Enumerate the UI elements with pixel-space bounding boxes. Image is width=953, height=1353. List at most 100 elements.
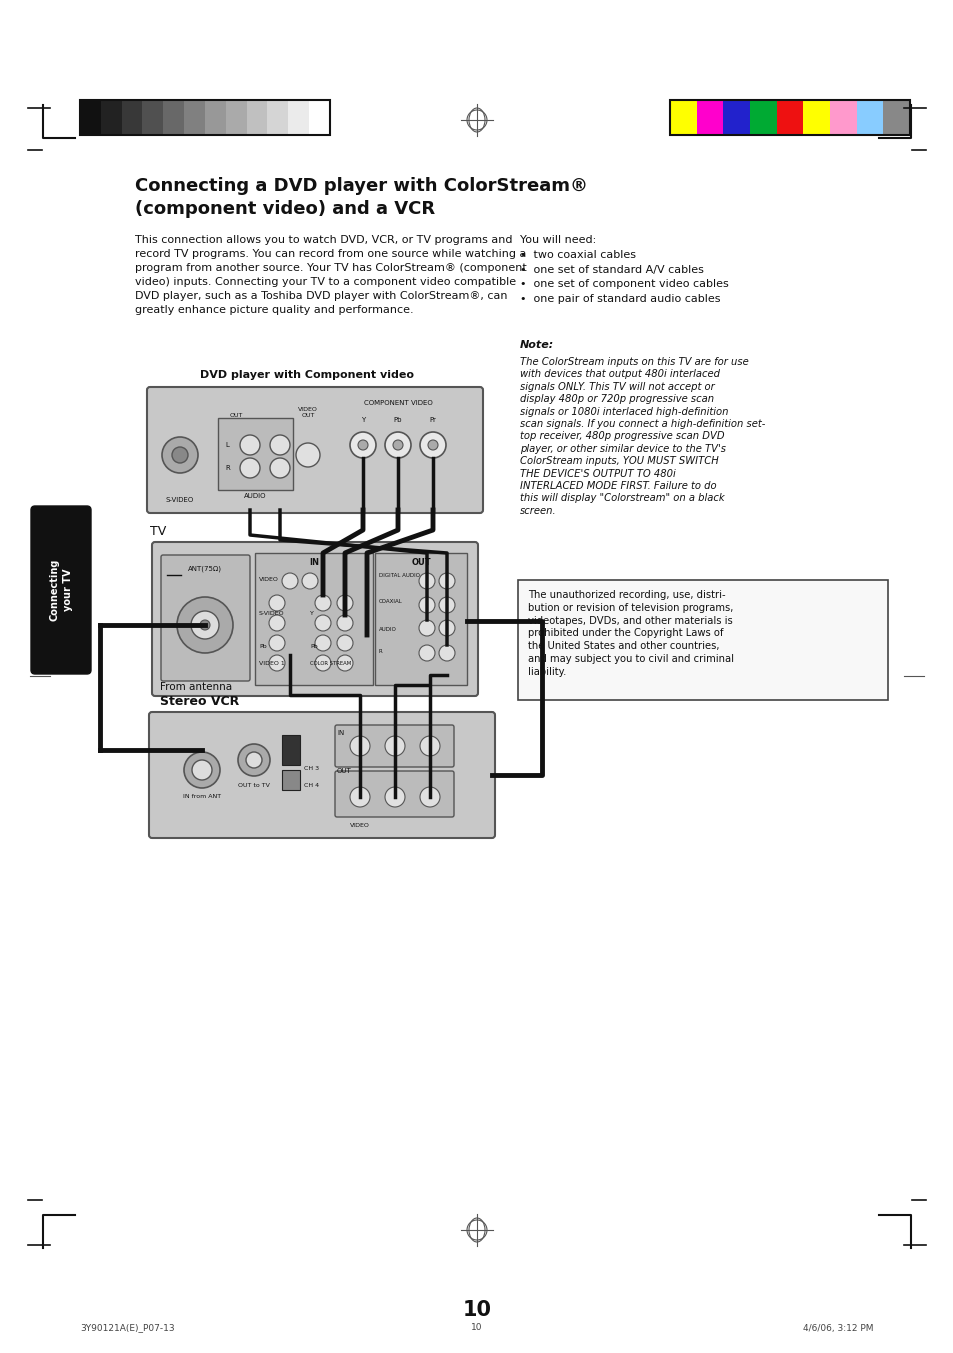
Text: CH 3: CH 3 xyxy=(304,766,319,771)
Circle shape xyxy=(237,744,270,777)
Circle shape xyxy=(336,616,353,630)
Bar xyxy=(802,100,829,135)
Text: From antenna: From antenna xyxy=(160,682,232,691)
Text: VIDEO 1: VIDEO 1 xyxy=(258,662,284,666)
Circle shape xyxy=(357,440,368,451)
Bar xyxy=(163,100,184,135)
Text: IN from ANT: IN from ANT xyxy=(183,794,221,800)
Text: Stereo VCR: Stereo VCR xyxy=(160,695,239,708)
Text: You will need:
•  two coaxial cables
•  one set of standard A/V cables
•  one se: You will need: • two coaxial cables • on… xyxy=(519,235,728,304)
Circle shape xyxy=(295,442,319,467)
Text: Note:: Note: xyxy=(519,340,554,350)
Circle shape xyxy=(282,574,297,589)
Circle shape xyxy=(438,597,455,613)
Bar xyxy=(80,100,330,135)
FancyBboxPatch shape xyxy=(149,712,495,838)
Bar xyxy=(309,100,330,135)
Text: The unauthorized recording, use, distri-
bution or revision of television progra: The unauthorized recording, use, distri-… xyxy=(527,590,733,676)
Text: 10: 10 xyxy=(462,1300,491,1321)
Circle shape xyxy=(419,432,446,459)
Text: COMPONENT VIDEO: COMPONENT VIDEO xyxy=(363,400,432,406)
Text: OUT: OUT xyxy=(336,769,352,774)
Bar xyxy=(267,100,288,135)
FancyBboxPatch shape xyxy=(375,553,467,685)
Bar xyxy=(205,100,226,135)
Circle shape xyxy=(172,446,188,463)
Circle shape xyxy=(246,752,262,769)
Text: DVD player with Component video: DVD player with Component video xyxy=(200,369,414,380)
Circle shape xyxy=(240,459,260,478)
Bar xyxy=(882,100,909,135)
Circle shape xyxy=(438,574,455,589)
Text: 3Y90121A(E)_P07-13: 3Y90121A(E)_P07-13 xyxy=(80,1323,174,1333)
FancyBboxPatch shape xyxy=(335,771,454,817)
Circle shape xyxy=(270,459,290,478)
Bar xyxy=(288,100,309,135)
Circle shape xyxy=(162,437,198,474)
Bar xyxy=(282,735,299,764)
Text: OUT: OUT xyxy=(230,413,243,418)
Circle shape xyxy=(314,595,331,612)
Circle shape xyxy=(336,655,353,671)
FancyBboxPatch shape xyxy=(30,506,91,674)
Text: Connecting a DVD player with ColorStream®: Connecting a DVD player with ColorStream… xyxy=(135,177,587,195)
Text: DIGITAL AUDIO: DIGITAL AUDIO xyxy=(378,574,419,578)
Text: S-VIDEO: S-VIDEO xyxy=(258,612,284,616)
Circle shape xyxy=(418,597,435,613)
Text: CH 4: CH 4 xyxy=(304,783,319,787)
Bar xyxy=(856,100,882,135)
Circle shape xyxy=(336,595,353,612)
Text: VIDEO
OUT: VIDEO OUT xyxy=(297,407,317,418)
Circle shape xyxy=(314,655,331,671)
Text: The ColorStream inputs on this TV are for use
with devices that output 480i inte: The ColorStream inputs on this TV are fo… xyxy=(519,357,764,515)
Text: Y: Y xyxy=(360,417,365,423)
Bar xyxy=(749,100,776,135)
Bar xyxy=(696,100,722,135)
Circle shape xyxy=(270,436,290,455)
Text: OUT: OUT xyxy=(411,557,431,567)
FancyBboxPatch shape xyxy=(254,553,373,685)
Circle shape xyxy=(418,645,435,662)
FancyBboxPatch shape xyxy=(161,555,250,681)
Circle shape xyxy=(302,574,317,589)
Text: R: R xyxy=(225,465,230,471)
Circle shape xyxy=(419,736,439,756)
Text: L: L xyxy=(225,442,229,448)
Circle shape xyxy=(350,787,370,806)
Bar xyxy=(829,100,856,135)
Circle shape xyxy=(191,612,219,639)
Bar xyxy=(517,580,887,700)
Circle shape xyxy=(419,787,439,806)
Text: Pb: Pb xyxy=(394,417,402,423)
Text: AUDIO: AUDIO xyxy=(244,492,266,499)
Circle shape xyxy=(269,595,285,612)
Circle shape xyxy=(314,616,331,630)
Bar xyxy=(247,100,267,135)
Circle shape xyxy=(192,760,212,779)
Text: 4/6/06, 3:12 PM: 4/6/06, 3:12 PM xyxy=(802,1323,873,1333)
Text: S-VIDEO: S-VIDEO xyxy=(166,497,193,503)
Text: IN: IN xyxy=(336,731,344,736)
FancyBboxPatch shape xyxy=(335,725,454,767)
FancyBboxPatch shape xyxy=(152,543,477,695)
Text: R: R xyxy=(378,649,382,653)
Circle shape xyxy=(385,787,405,806)
Text: COAXIAL: COAXIAL xyxy=(378,599,402,603)
Circle shape xyxy=(438,620,455,636)
Circle shape xyxy=(393,440,402,451)
Bar xyxy=(122,100,142,135)
Bar xyxy=(669,100,909,135)
Circle shape xyxy=(428,440,437,451)
FancyBboxPatch shape xyxy=(147,387,482,513)
Circle shape xyxy=(240,436,260,455)
Bar xyxy=(142,100,163,135)
Text: VIDEO: VIDEO xyxy=(258,576,278,582)
Text: ANT(75Ω): ANT(75Ω) xyxy=(188,566,222,572)
Text: Pb: Pb xyxy=(310,644,317,649)
Bar xyxy=(669,100,696,135)
Text: COLOR STREAM: COLOR STREAM xyxy=(310,662,351,666)
Circle shape xyxy=(177,597,233,653)
Bar xyxy=(722,100,749,135)
Circle shape xyxy=(385,736,405,756)
Circle shape xyxy=(336,635,353,651)
